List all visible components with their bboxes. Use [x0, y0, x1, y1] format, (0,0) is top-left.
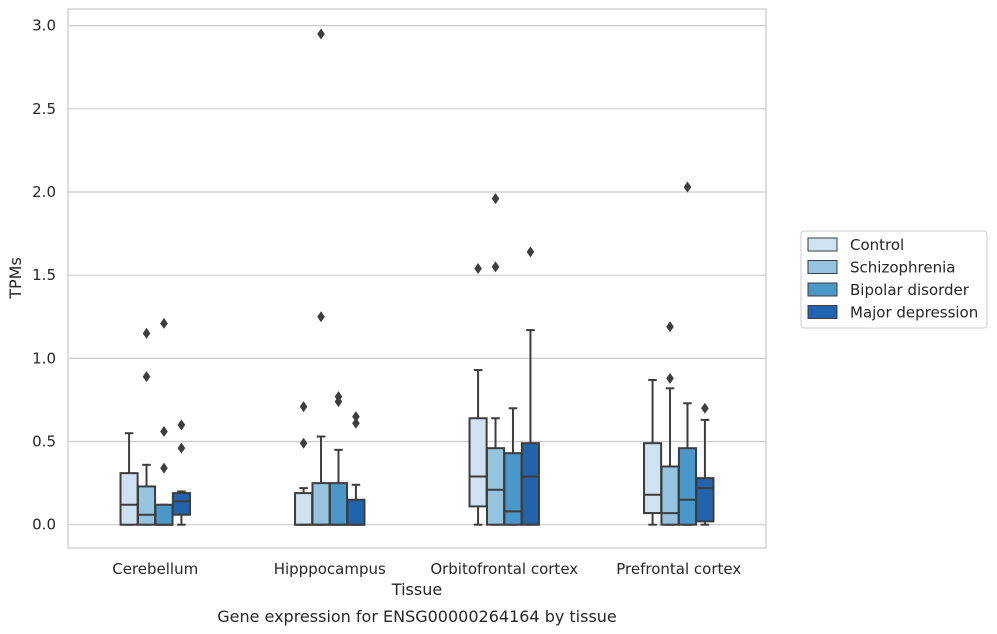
boxes — [119, 28, 715, 526]
box-body — [119, 472, 139, 526]
outlier-marker — [160, 462, 168, 474]
x-tick-label: Orbitofrontal cortex — [430, 560, 578, 578]
box-3-1 — [660, 321, 680, 526]
legend-frame — [800, 230, 988, 329]
box-body — [171, 492, 191, 516]
outlier-marker — [474, 263, 482, 275]
box-body — [503, 452, 523, 526]
x-tick-labels: Cerebellum Hipppocampus Orbitofrontal cort… — [112, 560, 741, 578]
legend-label: Schizophrenia — [850, 259, 955, 277]
outlier-marker — [160, 426, 168, 438]
box-0-0 — [119, 432, 139, 526]
outlier-marker — [526, 246, 535, 258]
box-body — [660, 465, 680, 526]
box-body — [311, 482, 331, 526]
box-body — [468, 417, 488, 508]
box-1-3 — [346, 411, 366, 526]
outlier-marker — [317, 28, 325, 40]
box-body — [328, 482, 349, 526]
box-body — [695, 477, 715, 523]
outlier-marker — [352, 411, 360, 423]
legend-swatch — [807, 305, 838, 319]
box-body — [136, 485, 157, 526]
legend-label: Major depression — [850, 304, 978, 322]
box-0-3 — [171, 419, 191, 526]
outlier-marker — [491, 261, 500, 273]
box-1-0 — [294, 401, 314, 526]
legend-label: Bipolar disorder — [850, 281, 970, 299]
box-body — [485, 447, 506, 526]
box-body — [677, 447, 698, 526]
box-0-1 — [136, 327, 157, 526]
chart-caption: Gene expression for ENSG00000264164 by t… — [217, 607, 617, 626]
outlier-marker — [177, 442, 186, 454]
y-tick-label: 1.0 — [32, 349, 56, 367]
box-1-1 — [311, 28, 331, 526]
legend-swatch — [807, 260, 838, 274]
y-tick-label: 3.0 — [32, 17, 56, 35]
outlier-marker — [666, 321, 674, 333]
y-tick-labels: 0.0 0.5 1.0 1.5 2.0 2.5 3.0 — [32, 17, 56, 534]
y-tick-label: 2.5 — [32, 100, 56, 118]
outlier-marker — [142, 327, 151, 339]
box-body — [643, 442, 663, 515]
legend-label: Control — [850, 236, 904, 254]
box-body — [520, 442, 540, 526]
box-body — [346, 498, 366, 526]
box-0-2 — [154, 317, 174, 526]
box-body — [294, 492, 314, 526]
outlier-marker — [160, 317, 168, 329]
box-body — [154, 503, 174, 526]
outlier-marker — [352, 417, 360, 429]
y-tick-label: 1.5 — [32, 266, 56, 284]
legend-swatch — [807, 237, 838, 252]
box-2-0 — [468, 263, 488, 526]
box-3-0 — [643, 378, 663, 526]
outlier-marker — [701, 402, 709, 414]
gridlines — [68, 25, 766, 526]
x-tick-label: Hipppocampus — [274, 560, 386, 578]
outlier-marker — [317, 311, 325, 323]
outlier-marker — [299, 401, 308, 413]
x-axis-title: Tissue — [391, 580, 442, 599]
legend: Control Schizophrenia Bipolar disorder Majo… — [800, 230, 988, 329]
y-tick-label: 0.0 — [32, 516, 56, 534]
box-3-2 — [677, 181, 698, 526]
outlier-marker — [299, 437, 308, 449]
plot-area-frame — [67, 8, 767, 549]
outlier-marker — [491, 193, 500, 205]
box-2-2 — [503, 407, 523, 526]
x-tick-label: Cerebellum — [112, 560, 198, 578]
outlier-marker — [142, 371, 151, 383]
x-tick-label: Prefrontal cortex — [616, 560, 741, 578]
outlier-marker — [334, 391, 343, 403]
legend-swatch — [807, 282, 838, 297]
y-tick-label: 0.5 — [32, 433, 56, 451]
outlier-marker — [683, 181, 692, 193]
outlier-marker — [177, 419, 186, 431]
y-axis-title: TPMs — [6, 257, 25, 300]
outlier-marker — [666, 372, 674, 384]
box-1-2 — [328, 391, 349, 526]
box-2-3 — [520, 246, 540, 526]
y-tick-label: 2.0 — [32, 183, 56, 201]
box-3-3 — [695, 402, 715, 526]
